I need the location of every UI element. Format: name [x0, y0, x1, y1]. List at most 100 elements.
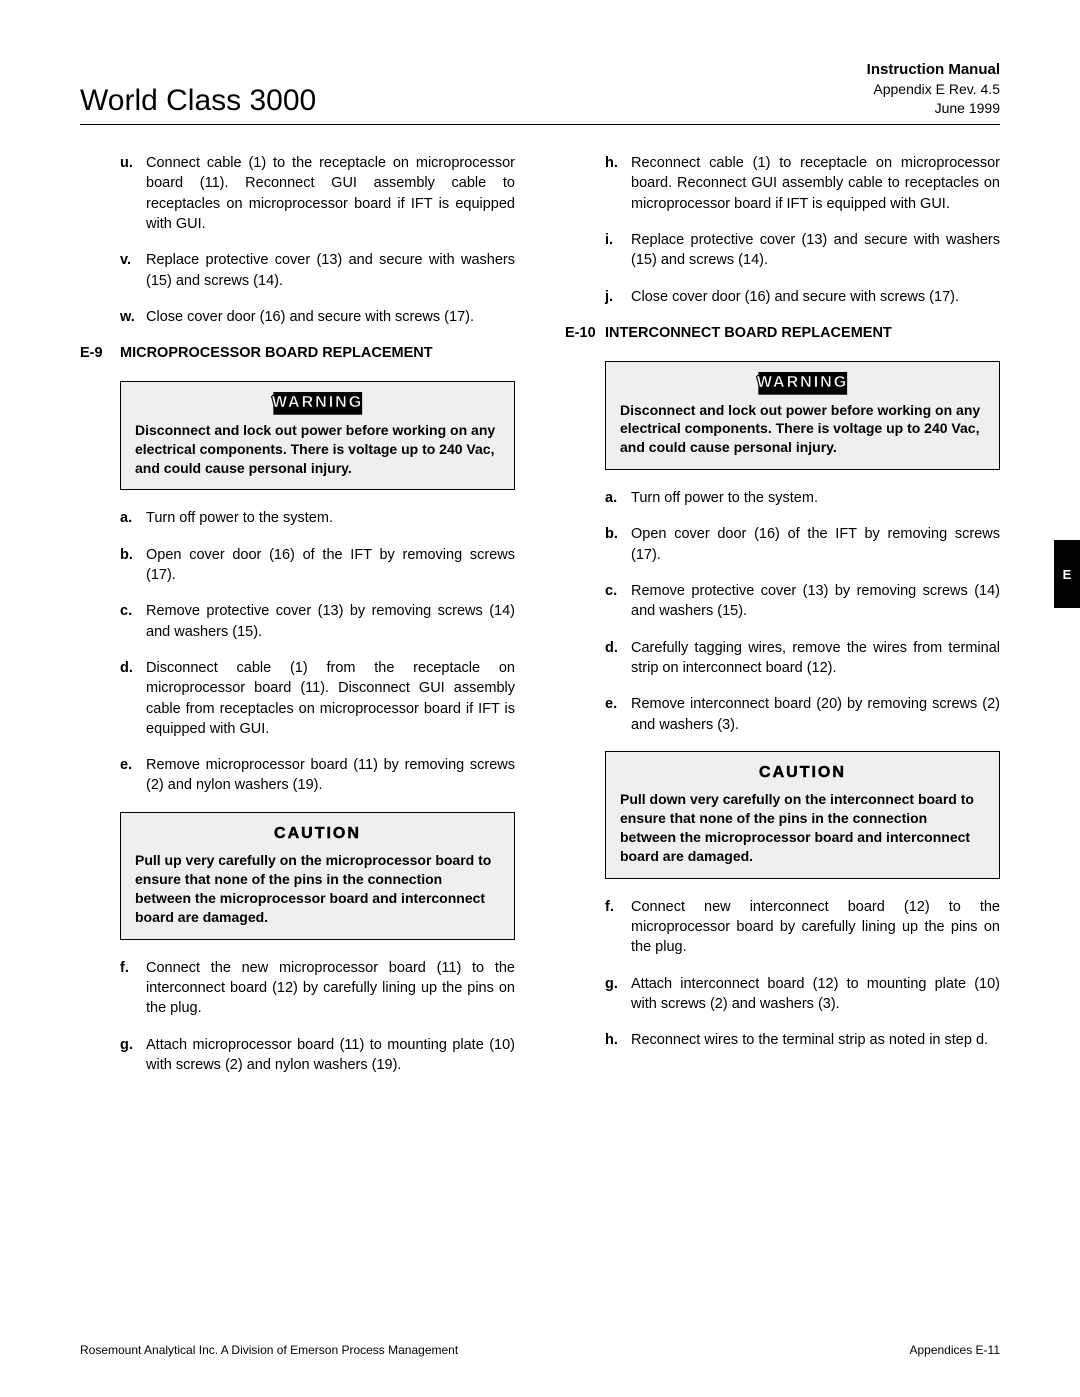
item-marker: g. [120, 1035, 146, 1076]
list-block: a.Turn off power to the system. b.Open c… [80, 508, 515, 795]
caution-box: CAUTION Pull up very carefully on the mi… [120, 812, 515, 940]
list-block: h.Reconnect cable (1) to receptacle on m… [565, 153, 1000, 307]
item-marker: f. [120, 958, 146, 1019]
item-text: Remove protective cover (13) by removing… [146, 601, 515, 642]
item-text: Disconnect cable (1) from the receptacle… [146, 658, 515, 739]
item-text: Replace protective cover (13) and secure… [146, 250, 515, 291]
section-title: INTERCONNECT BOARD REPLACEMENT [605, 323, 892, 343]
warning-label: WARNING [747, 372, 858, 394]
warning-label: WARNING [262, 392, 373, 414]
side-tab: E [1054, 540, 1080, 608]
item-marker: g. [605, 974, 631, 1015]
page-header: World Class 3000 Instruction Manual Appe… [80, 60, 1000, 125]
warning-box: WARNING Disconnect and lock out power be… [120, 381, 515, 490]
warning-text: Disconnect and lock out power before wor… [620, 401, 985, 458]
item-marker: b. [120, 545, 146, 586]
section-number: E-9 [80, 343, 120, 363]
item-marker: e. [120, 755, 146, 796]
page: World Class 3000 Instruction Manual Appe… [0, 0, 1080, 1397]
section-heading: E-10 INTERCONNECT BOARD REPLACEMENT [565, 323, 1000, 343]
header-meta: Instruction Manual Appendix E Rev. 4.5 J… [867, 60, 1000, 118]
list-item: f.Connect the new microprocessor board (… [120, 958, 515, 1019]
warning-box: WARNING Disconnect and lock out power be… [605, 361, 1000, 470]
item-marker: w. [120, 307, 146, 327]
item-text: Close cover door (16) and secure with sc… [631, 287, 1000, 307]
list-item: c.Remove protective cover (13) by removi… [605, 581, 1000, 622]
section-title: MICROPROCESSOR BOARD REPLACEMENT [120, 343, 433, 363]
item-text: Connect cable (1) to the receptacle on m… [146, 153, 515, 234]
item-marker: b. [605, 524, 631, 565]
item-marker: c. [605, 581, 631, 622]
manual-label: Instruction Manual [867, 60, 1000, 80]
item-text: Remove interconnect board (20) by removi… [631, 694, 1000, 735]
item-marker: u. [120, 153, 146, 234]
item-marker: f. [605, 897, 631, 958]
list-block: f.Connect new interconnect board (12) to… [565, 897, 1000, 1051]
list-block: a.Turn off power to the system. b.Open c… [565, 488, 1000, 735]
page-footer: Rosemount Analytical Inc. A Division of … [80, 1343, 1000, 1357]
item-text: Remove protective cover (13) by removing… [631, 581, 1000, 622]
item-text: Turn off power to the system. [146, 508, 515, 528]
item-text: Attach interconnect board (12) to mounti… [631, 974, 1000, 1015]
list-item: f.Connect new interconnect board (12) to… [605, 897, 1000, 958]
footer-left: Rosemount Analytical Inc. A Division of … [80, 1343, 458, 1357]
item-marker: a. [120, 508, 146, 528]
caution-label: CAUTION [620, 762, 985, 784]
item-text: Connect the new microprocessor board (11… [146, 958, 515, 1019]
list-item: u.Connect cable (1) to the receptacle on… [120, 153, 515, 234]
caution-box: CAUTION Pull down very carefully on the … [605, 751, 1000, 879]
list-block: u.Connect cable (1) to the receptacle on… [80, 153, 515, 327]
item-text: Reconnect wires to the terminal strip as… [631, 1030, 1000, 1050]
date-label: June 1999 [867, 99, 1000, 118]
item-marker: c. [120, 601, 146, 642]
item-marker: d. [605, 638, 631, 679]
list-item: a.Turn off power to the system. [120, 508, 515, 528]
footer-right: Appendices E-11 [909, 1343, 1000, 1357]
item-text: Attach microprocessor board (11) to moun… [146, 1035, 515, 1076]
item-marker: v. [120, 250, 146, 291]
caution-text: Pull up very carefully on the microproce… [135, 851, 500, 927]
list-item: d.Carefully tagging wires, remove the wi… [605, 638, 1000, 679]
item-text: Replace protective cover (13) and secure… [631, 230, 1000, 271]
item-text: Turn off power to the system. [631, 488, 1000, 508]
item-text: Reconnect cable (1) to receptacle on mic… [631, 153, 1000, 214]
item-marker: d. [120, 658, 146, 739]
document-title: World Class 3000 [80, 84, 316, 118]
item-text: Close cover door (16) and secure with sc… [146, 307, 515, 327]
list-item: h.Reconnect wires to the terminal strip … [605, 1030, 1000, 1050]
item-text: Open cover door (16) of the IFT by remov… [631, 524, 1000, 565]
item-marker: j. [605, 287, 631, 307]
item-marker: i. [605, 230, 631, 271]
list-item: g.Attach interconnect board (12) to moun… [605, 974, 1000, 1015]
left-column: u.Connect cable (1) to the receptacle on… [80, 153, 515, 1091]
warning-text: Disconnect and lock out power before wor… [135, 421, 500, 478]
list-item: g.Attach microprocessor board (11) to mo… [120, 1035, 515, 1076]
list-item: j.Close cover door (16) and secure with … [605, 287, 1000, 307]
list-item: i.Replace protective cover (13) and secu… [605, 230, 1000, 271]
caution-label: CAUTION [135, 823, 500, 845]
item-marker: h. [605, 1030, 631, 1050]
list-block: f.Connect the new microprocessor board (… [80, 958, 515, 1075]
section-number: E-10 [565, 323, 605, 343]
item-text: Connect new interconnect board (12) to t… [631, 897, 1000, 958]
list-item: w.Close cover door (16) and secure with … [120, 307, 515, 327]
list-item: c.Remove protective cover (13) by removi… [120, 601, 515, 642]
right-column: h.Reconnect cable (1) to receptacle on m… [565, 153, 1000, 1091]
list-item: b.Open cover door (16) of the IFT by rem… [605, 524, 1000, 565]
list-item: e.Remove interconnect board (20) by remo… [605, 694, 1000, 735]
list-item: a.Turn off power to the system. [605, 488, 1000, 508]
caution-text: Pull down very carefully on the intercon… [620, 790, 985, 866]
item-marker: h. [605, 153, 631, 214]
list-item: d.Disconnect cable (1) from the receptac… [120, 658, 515, 739]
content-columns: u.Connect cable (1) to the receptacle on… [80, 153, 1000, 1091]
item-text: Remove microprocessor board (11) by remo… [146, 755, 515, 796]
list-item: v.Replace protective cover (13) and secu… [120, 250, 515, 291]
item-marker: e. [605, 694, 631, 735]
list-item: h.Reconnect cable (1) to receptacle on m… [605, 153, 1000, 214]
item-text: Carefully tagging wires, remove the wire… [631, 638, 1000, 679]
list-item: e.Remove microprocessor board (11) by re… [120, 755, 515, 796]
appendix-label: Appendix E Rev. 4.5 [867, 80, 1000, 99]
list-item: b.Open cover door (16) of the IFT by rem… [120, 545, 515, 586]
item-marker: a. [605, 488, 631, 508]
item-text: Open cover door (16) of the IFT by remov… [146, 545, 515, 586]
